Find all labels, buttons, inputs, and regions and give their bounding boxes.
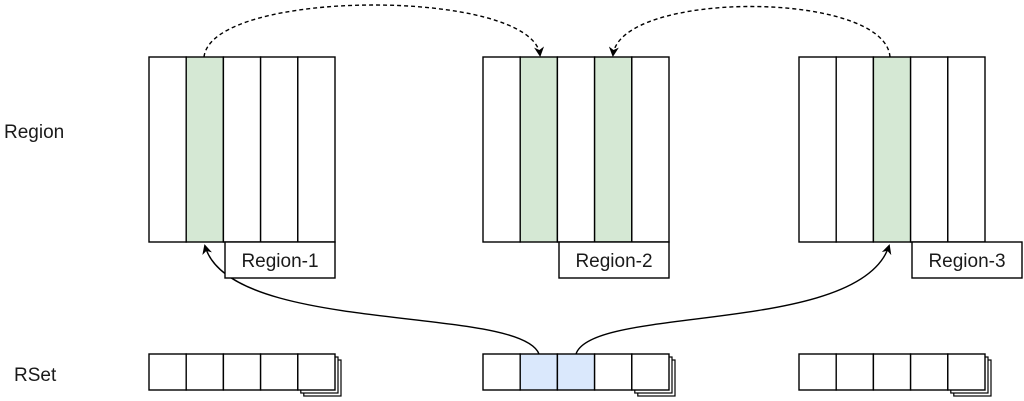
rset-cell — [259, 353, 299, 391]
rset-cell — [947, 353, 986, 391]
region-2: Region-2 — [482, 56, 670, 279]
region-name-label: Region-2 — [575, 251, 652, 272]
region-name-label: Region-3 — [928, 251, 1005, 272]
region-card — [835, 56, 875, 243]
rset-2 — [482, 353, 676, 397]
rset-cell — [222, 353, 262, 391]
region-name-tag — [911, 241, 1023, 279]
rsets — [148, 353, 992, 397]
rset-cell — [148, 353, 187, 391]
rset-3 — [798, 353, 992, 397]
rset-arrow-to-region-3 — [575, 244, 892, 355]
region-1: Region-1 — [148, 56, 336, 279]
rset-1 — [148, 353, 342, 397]
rset-cell — [909, 353, 949, 391]
region-card — [909, 56, 949, 243]
rset-cell — [297, 353, 336, 391]
region-card — [947, 56, 986, 243]
dashed-reference-region1-to-region2 — [203, 4, 544, 58]
region-card-highlighted — [593, 56, 633, 243]
region-card — [631, 56, 670, 243]
rset-row-label: RSet — [14, 365, 57, 386]
region-card — [222, 56, 262, 243]
region-card-highlighted — [519, 56, 559, 243]
rset-cell — [593, 353, 633, 391]
region-card — [259, 56, 299, 243]
regions: Region-1 Region-2 Region-3 — [148, 56, 1023, 279]
rset-cell — [185, 353, 225, 391]
rset-cell — [872, 353, 912, 391]
rset-cell-highlighted — [556, 353, 596, 391]
region-3: Region-3 — [798, 56, 1023, 279]
rset-cell — [798, 353, 837, 391]
region-card-highlighted — [185, 56, 225, 243]
region-name-tag — [224, 241, 336, 279]
region-card — [798, 56, 837, 243]
region-card — [482, 56, 521, 243]
rset-cell — [482, 353, 521, 391]
rset-cell — [835, 353, 875, 391]
region-card — [148, 56, 187, 243]
region-name-label: Region-1 — [241, 251, 318, 272]
rset-cell-highlighted — [519, 353, 559, 391]
rset-cell — [631, 353, 670, 391]
region-row-label: Region — [4, 122, 64, 143]
region-name-tag — [558, 241, 670, 279]
region-card-highlighted — [872, 56, 912, 243]
dashed-reference-region3-to-region2 — [608, 5, 891, 58]
region-card — [556, 56, 596, 243]
region-card — [297, 56, 336, 243]
